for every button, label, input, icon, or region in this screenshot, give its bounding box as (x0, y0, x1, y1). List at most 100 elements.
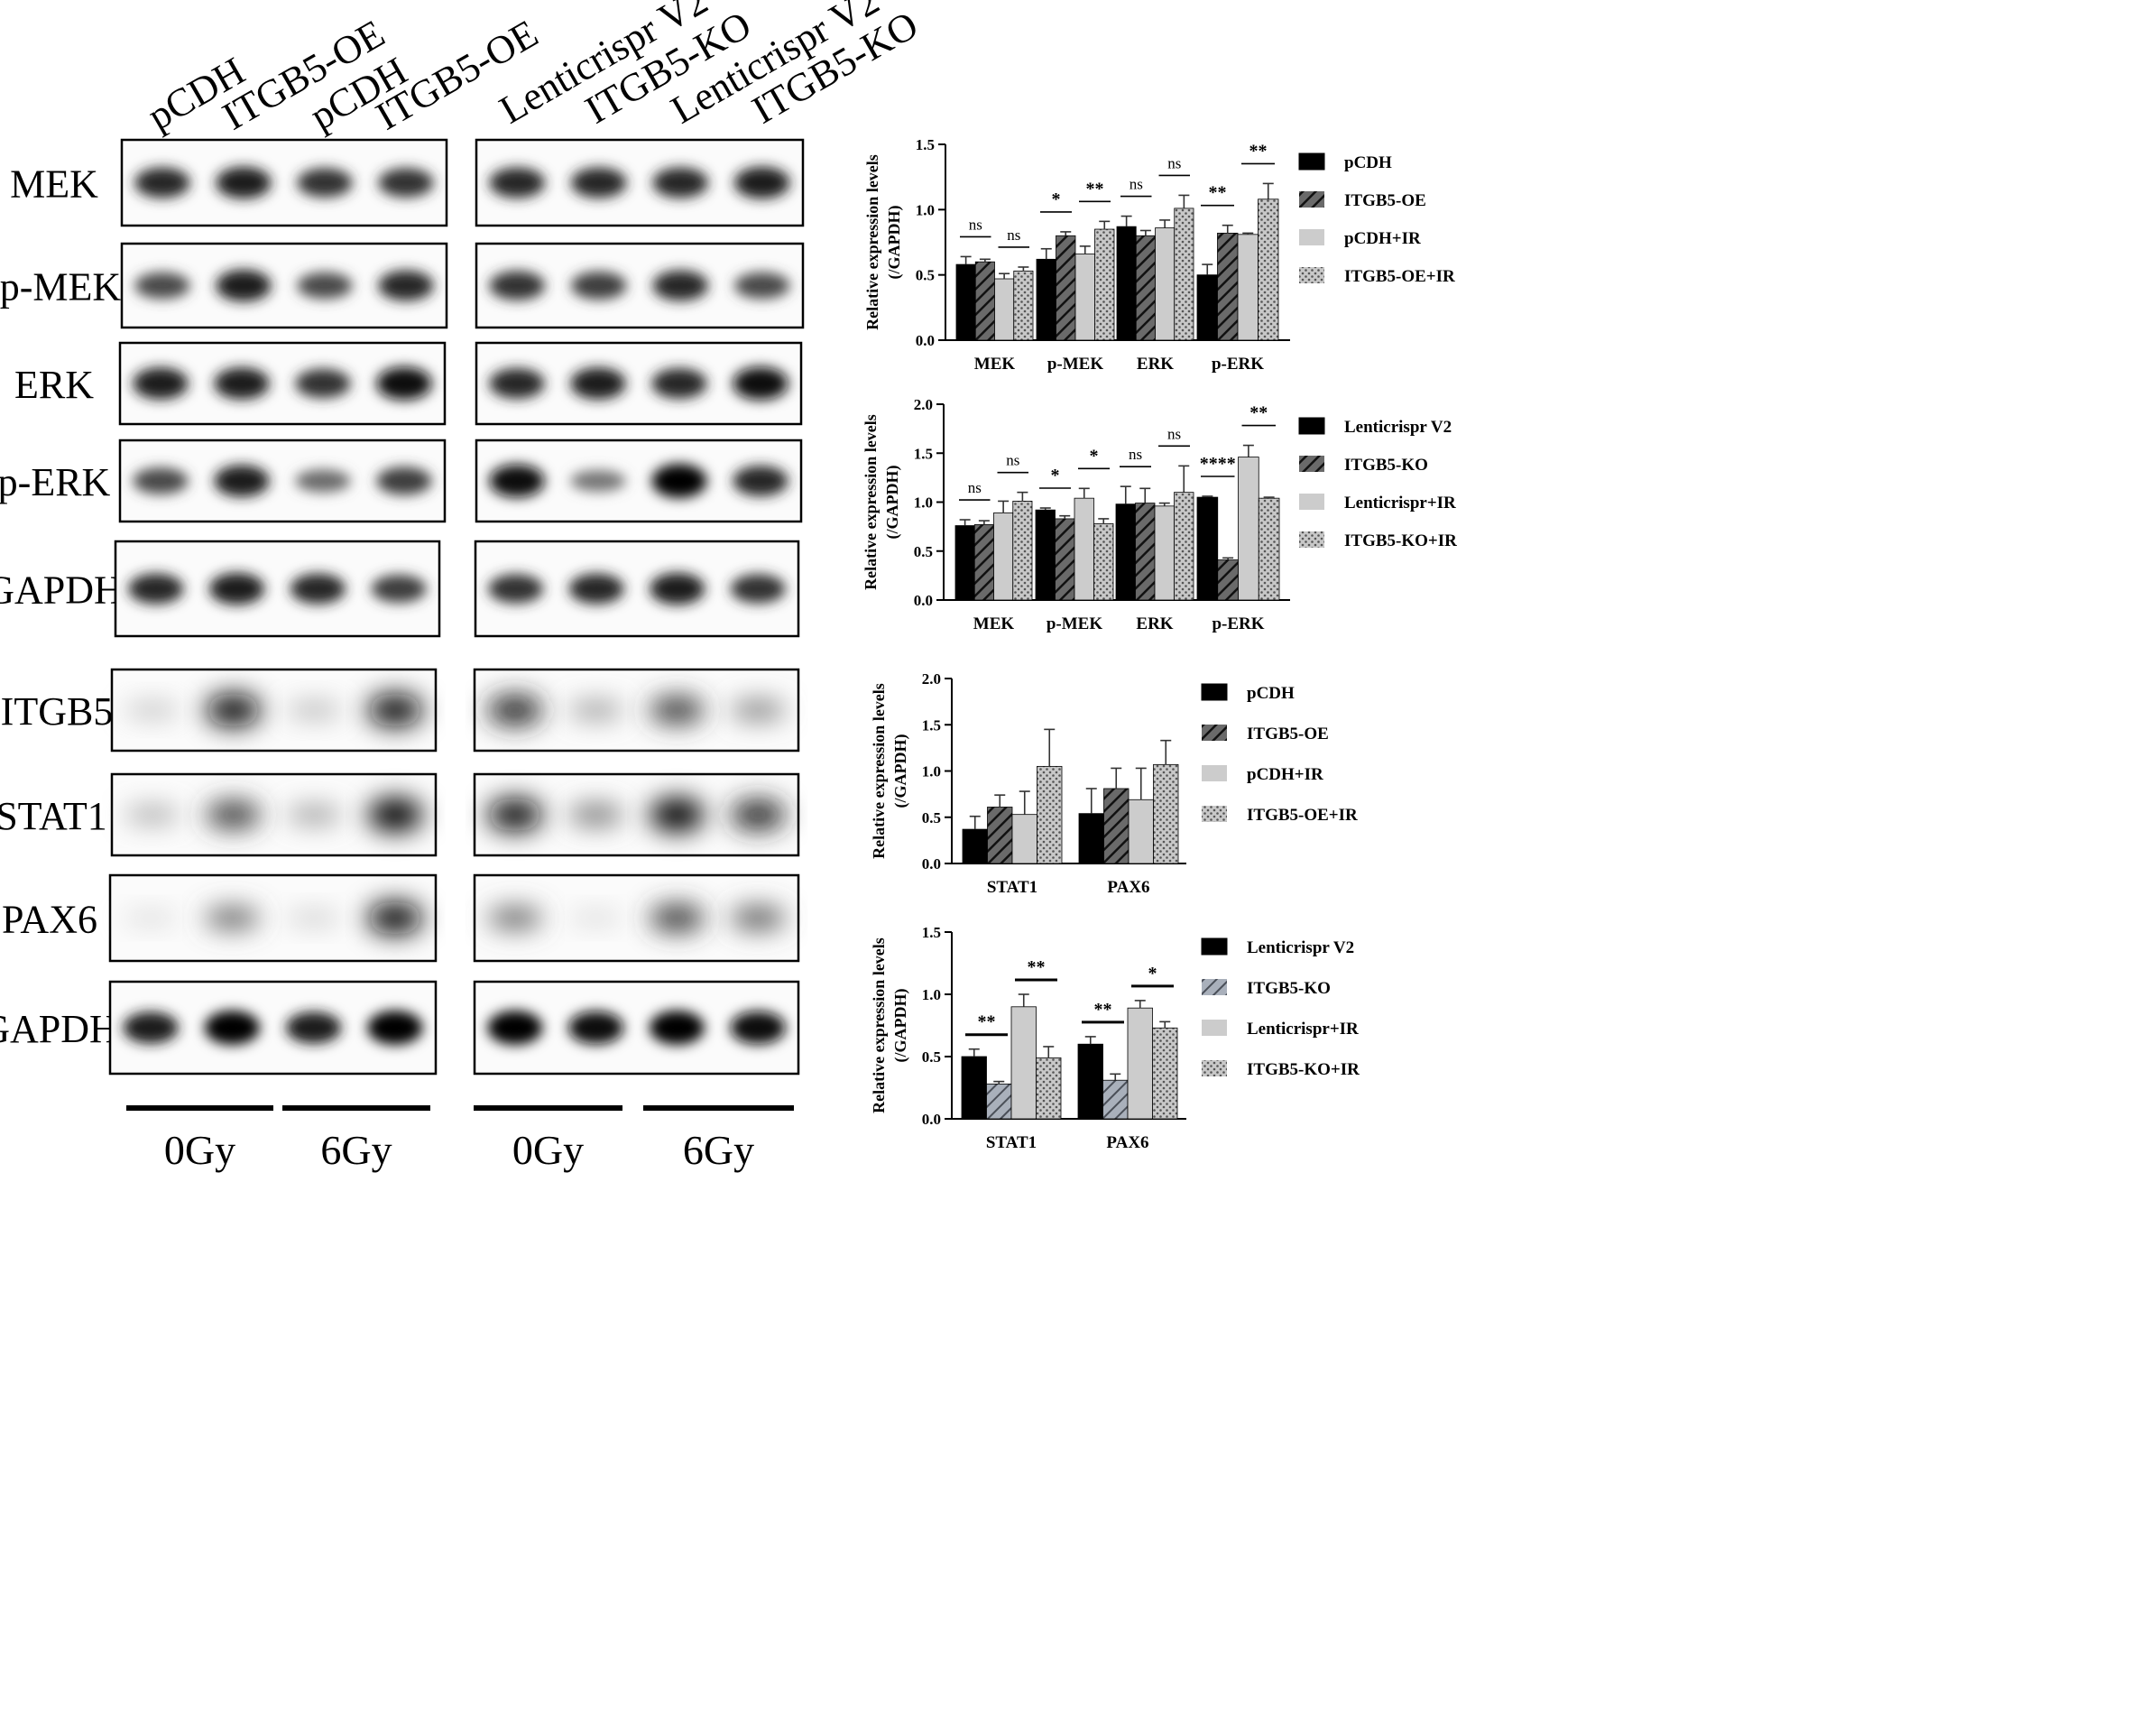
bar (1154, 505, 1175, 601)
blot-row-label: GAPDH (0, 1007, 118, 1051)
y-tick-label: 0.0 (916, 332, 935, 349)
y-tick-label: 0.5 (914, 543, 933, 560)
legend-label: ITGB5-KO+IR (1344, 531, 1457, 550)
blot-band (206, 693, 262, 727)
blot-band (297, 168, 353, 198)
bar (1196, 274, 1218, 341)
blot-band (489, 167, 546, 199)
legend-swatch (1201, 937, 1228, 956)
blot-band (216, 269, 272, 302)
blot-band (214, 367, 270, 400)
blot-band (124, 806, 180, 824)
blot-band (204, 906, 261, 930)
y-tick-label: 1.5 (916, 136, 935, 153)
y-axis-label-unit: (/GAPDH) (883, 466, 902, 540)
blot-band (649, 904, 705, 932)
legend-swatch (1202, 806, 1227, 822)
y-tick-label: 0.5 (922, 809, 941, 826)
x-tick-label: p-ERK (1212, 355, 1264, 374)
blot-band (206, 800, 262, 829)
bar (1035, 509, 1056, 601)
blot-band (216, 166, 272, 199)
blot-band (295, 368, 351, 399)
bar-chart-4: 0.0 0.5 1.0 1.5 Relative expression levels (/… (870, 924, 1360, 1152)
blot-band (568, 804, 624, 826)
blot-band (214, 465, 270, 497)
blot-band (297, 272, 353, 300)
bar (961, 1056, 987, 1120)
blot-row-label: GAPDH (0, 568, 123, 613)
bar (1127, 1007, 1153, 1120)
blot-row-label: p-ERK (0, 460, 111, 504)
bar (1077, 1043, 1103, 1120)
bar (974, 261, 995, 341)
y-axis-label: Relative expression levels (862, 414, 880, 590)
legend-label: ITGB5-OE (1344, 191, 1426, 210)
blot-band (367, 901, 423, 935)
y-axis-label: Relative expression levels (870, 683, 888, 859)
legend-label: pCDH+IR (1247, 765, 1323, 784)
legend-label: Lenticrispr+IR (1247, 1020, 1359, 1039)
blot-band (286, 702, 342, 718)
dose-group-label-right: 0Gy (512, 1127, 584, 1173)
blot-band (128, 573, 184, 605)
bar (994, 278, 1015, 341)
bar (1153, 763, 1179, 864)
blot-band (285, 911, 342, 925)
legend-swatch (1299, 229, 1324, 245)
blot-band (123, 1011, 179, 1044)
blot-band (376, 466, 432, 495)
blot-band (488, 574, 544, 604)
blot-row-label: p-MEK (0, 265, 121, 309)
legend-label: Lenticrispr V2 (1344, 418, 1452, 437)
bar (1237, 234, 1259, 341)
bar (1115, 503, 1136, 601)
x-tick-label: p-MEK (1047, 355, 1104, 374)
legend-label: ITGB5-KO (1247, 979, 1331, 998)
significance-mark: * (1051, 466, 1060, 485)
blot-band (650, 572, 705, 605)
blot-band (487, 1011, 543, 1045)
legend-label: ITGB5-OE+IR (1344, 267, 1455, 286)
blot-band (487, 695, 543, 725)
blot-band (568, 573, 624, 605)
bar (1102, 1079, 1129, 1120)
significance-mark: ** (1209, 183, 1227, 203)
significance-mark: ** (1028, 957, 1046, 977)
legend-swatch (1202, 725, 1227, 741)
legend-swatch (1298, 152, 1325, 171)
bar (962, 828, 988, 864)
bar (1036, 1057, 1062, 1120)
y-axis-label: Relative expression levels (863, 154, 881, 330)
blot-band (730, 574, 786, 604)
significance-mark: * (1090, 446, 1099, 466)
blot-band (652, 270, 709, 301)
legend-label: Lenticrispr+IR (1344, 494, 1456, 512)
bar (1155, 227, 1176, 341)
bar (986, 1083, 1012, 1120)
legend-swatch (1202, 1060, 1227, 1076)
bar (1074, 497, 1094, 601)
legend-swatch (1299, 494, 1324, 510)
y-tick-label: 0.0 (922, 855, 941, 873)
blot-band (204, 1011, 261, 1045)
blot-band (570, 167, 627, 199)
blot-band (489, 464, 545, 498)
y-tick-label: 1.5 (922, 924, 941, 941)
dose-group-label-left: 6Gy (320, 1127, 392, 1173)
blot-row-label: PAX6 (2, 898, 97, 942)
legend-label: pCDH (1344, 153, 1392, 172)
blot-row-label: MEK (10, 162, 98, 207)
bar (1174, 208, 1194, 341)
x-tick-label: ERK (1136, 614, 1173, 633)
y-tick-label: 1.0 (914, 494, 933, 512)
y-tick-label: 1.0 (922, 763, 941, 780)
significance-mark: ns (1129, 446, 1142, 463)
significance-mark: * (1148, 964, 1157, 983)
bar (1217, 232, 1239, 341)
blot-band (367, 798, 423, 832)
blot-band (730, 1011, 786, 1045)
x-tick-label: PAX6 (1106, 1133, 1148, 1152)
x-tick-label: ERK (1137, 355, 1174, 374)
